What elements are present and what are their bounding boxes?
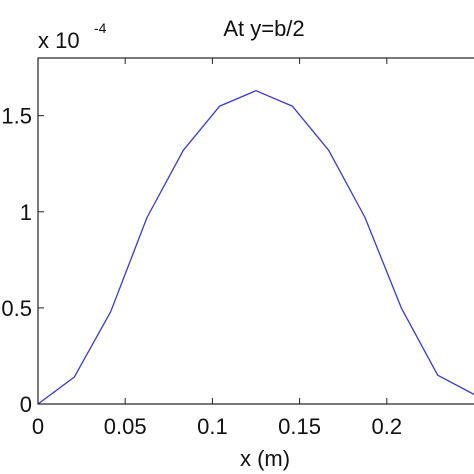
y-tick-label: 1 bbox=[20, 200, 32, 225]
chart-title: At y=b/2 bbox=[223, 16, 304, 41]
x-tick-label: 0.15 bbox=[278, 414, 321, 439]
y-tick-label: 0 bbox=[20, 392, 32, 417]
x-tick-label: 0.1 bbox=[197, 414, 228, 439]
plot-area-frame bbox=[37, 57, 474, 405]
series-line bbox=[37, 90, 474, 405]
y-tick-label: 1.5 bbox=[1, 104, 32, 129]
x-axis-label: x (m) bbox=[240, 446, 290, 471]
x-tick-label: 0 bbox=[32, 414, 44, 439]
y-axis-scale-factor: x 10 bbox=[38, 28, 80, 53]
x-tick-label: 0.05 bbox=[104, 414, 147, 439]
x-tick-label: 0.2 bbox=[372, 414, 403, 439]
y-tick-label: 0.5 bbox=[1, 296, 32, 321]
y-axis-scale-exponent: -4 bbox=[94, 20, 107, 36]
